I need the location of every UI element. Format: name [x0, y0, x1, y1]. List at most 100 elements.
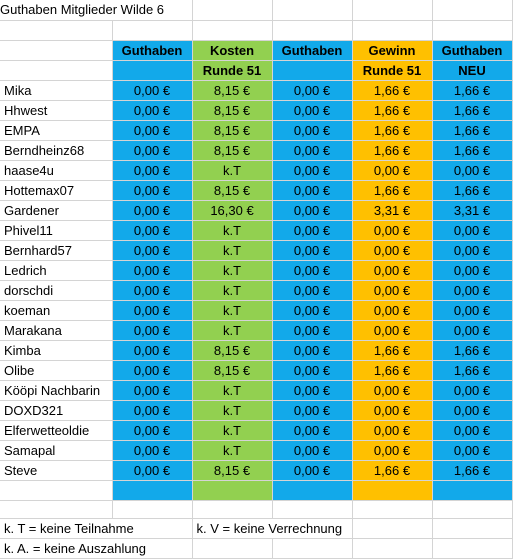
column-header-line1[interactable]: Guthaben: [112, 40, 193, 61]
value-cell[interactable]: 0,00 €: [432, 260, 513, 281]
value-cell[interactable]: 0,00 €: [352, 320, 433, 341]
value-cell[interactable]: 0,00 €: [272, 380, 353, 401]
member-name-cell[interactable]: Bernhard57: [0, 240, 113, 261]
empty-cell[interactable]: [352, 518, 433, 539]
value-cell[interactable]: 1,66 €: [432, 100, 513, 121]
value-cell[interactable]: 1,66 €: [432, 140, 513, 161]
empty-cell[interactable]: [192, 500, 273, 519]
empty-cell[interactable]: [0, 40, 113, 61]
value-cell[interactable]: 1,66 €: [432, 360, 513, 381]
member-name-cell[interactable]: Kimba: [0, 340, 113, 361]
value-cell[interactable]: 0,00 €: [272, 100, 353, 121]
value-cell[interactable]: 0,00 €: [272, 440, 353, 461]
member-name-cell[interactable]: Berndheinz68: [0, 140, 113, 161]
value-cell[interactable]: 0,00 €: [112, 460, 193, 481]
value-cell[interactable]: 0,00 €: [112, 120, 193, 141]
empty-cell[interactable]: [112, 500, 193, 519]
value-cell[interactable]: 0,00 €: [112, 440, 193, 461]
empty-cell[interactable]: [192, 480, 273, 501]
value-cell[interactable]: 1,66 €: [352, 100, 433, 121]
empty-cell[interactable]: [0, 500, 113, 519]
value-cell[interactable]: 1,66 €: [432, 80, 513, 101]
column-header-line2[interactable]: Runde 51: [192, 60, 273, 81]
value-cell[interactable]: k.T: [192, 260, 273, 281]
value-cell[interactable]: 0,00 €: [112, 200, 193, 221]
value-cell[interactable]: 1,66 €: [352, 140, 433, 161]
value-cell[interactable]: k.T: [192, 420, 273, 441]
value-cell[interactable]: 0,00 €: [112, 360, 193, 381]
value-cell[interactable]: 0,00 €: [272, 140, 353, 161]
value-cell[interactable]: 0,00 €: [272, 240, 353, 261]
value-cell[interactable]: 0,00 €: [432, 420, 513, 441]
value-cell[interactable]: 0,00 €: [272, 160, 353, 181]
value-cell[interactable]: 0,00 €: [272, 300, 353, 321]
value-cell[interactable]: 0,00 €: [352, 400, 433, 421]
value-cell[interactable]: 0,00 €: [352, 260, 433, 281]
empty-cell[interactable]: [272, 20, 353, 41]
value-cell[interactable]: 0,00 €: [112, 420, 193, 441]
empty-cell[interactable]: [192, 0, 273, 21]
member-name-cell[interactable]: Hhwest: [0, 100, 113, 121]
value-cell[interactable]: 8,15 €: [192, 140, 273, 161]
value-cell[interactable]: 1,66 €: [432, 120, 513, 141]
value-cell[interactable]: k.T: [192, 240, 273, 261]
empty-cell[interactable]: [432, 20, 513, 41]
empty-cell[interactable]: [272, 0, 353, 21]
value-cell[interactable]: k.T: [192, 380, 273, 401]
member-name-cell[interactable]: DOXD321: [0, 400, 113, 421]
member-name-cell[interactable]: Hottemax07: [0, 180, 113, 201]
member-name-cell[interactable]: Samapal: [0, 440, 113, 461]
value-cell[interactable]: 0,00 €: [112, 280, 193, 301]
column-header-line1[interactable]: Kosten: [192, 40, 273, 61]
value-cell[interactable]: 8,15 €: [192, 100, 273, 121]
value-cell[interactable]: 0,00 €: [272, 280, 353, 301]
value-cell[interactable]: 0,00 €: [112, 340, 193, 361]
value-cell[interactable]: 8,15 €: [192, 180, 273, 201]
value-cell[interactable]: 3,31 €: [352, 200, 433, 221]
empty-cell[interactable]: [0, 60, 113, 81]
value-cell[interactable]: 0,00 €: [112, 140, 193, 161]
column-header-line1[interactable]: Guthaben: [432, 40, 513, 61]
value-cell[interactable]: 8,15 €: [192, 460, 273, 481]
empty-cell[interactable]: [272, 480, 353, 501]
value-cell[interactable]: k.T: [192, 160, 273, 181]
empty-cell[interactable]: [112, 20, 193, 41]
member-name-cell[interactable]: Marakana: [0, 320, 113, 341]
value-cell[interactable]: k.T: [192, 400, 273, 421]
value-cell[interactable]: 0,00 €: [432, 300, 513, 321]
value-cell[interactable]: 1,66 €: [352, 360, 433, 381]
empty-cell[interactable]: [0, 20, 113, 41]
member-name-cell[interactable]: Mika: [0, 80, 113, 101]
value-cell[interactable]: 0,00 €: [112, 260, 193, 281]
value-cell[interactable]: 0,00 €: [112, 80, 193, 101]
value-cell[interactable]: 1,66 €: [432, 340, 513, 361]
member-name-cell[interactable]: Steve: [0, 460, 113, 481]
member-name-cell[interactable]: haase4u: [0, 160, 113, 181]
value-cell[interactable]: 0,00 €: [112, 300, 193, 321]
value-cell[interactable]: 0,00 €: [352, 380, 433, 401]
value-cell[interactable]: 8,15 €: [192, 120, 273, 141]
value-cell[interactable]: 0,00 €: [352, 240, 433, 261]
value-cell[interactable]: 0,00 €: [432, 380, 513, 401]
value-cell[interactable]: 0,00 €: [272, 460, 353, 481]
value-cell[interactable]: 0,00 €: [112, 400, 193, 421]
empty-cell[interactable]: [352, 500, 433, 519]
value-cell[interactable]: k.T: [192, 220, 273, 241]
empty-cell[interactable]: [272, 500, 353, 519]
empty-cell[interactable]: [112, 480, 193, 501]
value-cell[interactable]: 1,66 €: [352, 80, 433, 101]
column-header-line1[interactable]: Guthaben: [272, 40, 353, 61]
empty-cell[interactable]: [352, 480, 433, 501]
value-cell[interactable]: 8,15 €: [192, 360, 273, 381]
column-header-line2[interactable]: Runde 51: [352, 60, 433, 81]
empty-cell[interactable]: [432, 0, 513, 21]
value-cell[interactable]: 0,00 €: [112, 160, 193, 181]
value-cell[interactable]: k.T: [192, 320, 273, 341]
value-cell[interactable]: 8,15 €: [192, 80, 273, 101]
value-cell[interactable]: 0,00 €: [272, 80, 353, 101]
value-cell[interactable]: 0,00 €: [432, 440, 513, 461]
value-cell[interactable]: 1,66 €: [352, 180, 433, 201]
value-cell[interactable]: 0,00 €: [432, 160, 513, 181]
empty-cell[interactable]: [432, 500, 513, 519]
legend-kt[interactable]: k. T = keine Teilnahme: [0, 518, 193, 539]
